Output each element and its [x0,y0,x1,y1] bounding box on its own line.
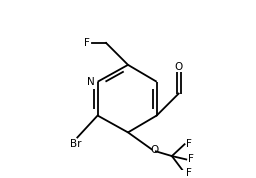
Text: F: F [186,139,192,149]
Text: F: F [186,168,192,178]
Text: N: N [87,77,95,87]
Text: Br: Br [70,139,81,149]
Text: F: F [188,155,194,164]
Text: O: O [175,62,183,72]
Text: O: O [150,145,158,155]
Text: F: F [84,38,90,48]
